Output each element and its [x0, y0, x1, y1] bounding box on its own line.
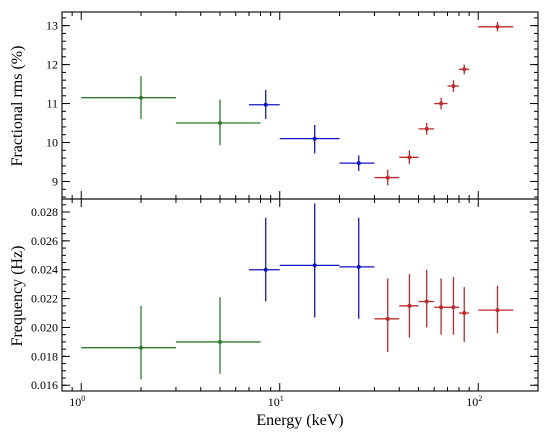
- data-point: [175, 99, 261, 146]
- data-point: [399, 150, 419, 164]
- data-marker: [217, 121, 222, 126]
- data-marker: [451, 305, 456, 310]
- data-marker: [217, 339, 222, 344]
- data-point: [374, 278, 400, 353]
- data-marker: [385, 316, 390, 321]
- y-tick-label: 10: [46, 136, 58, 150]
- y-tick-label: 0.016: [31, 378, 58, 392]
- data-marker: [312, 136, 317, 141]
- data-point: [81, 305, 176, 380]
- data-marker: [138, 345, 143, 350]
- energy-axis-title: Energy (keV): [256, 412, 343, 429]
- data-point: [339, 155, 375, 171]
- y-tick-label: 11: [46, 97, 58, 111]
- data-point: [175, 297, 261, 374]
- data-point: [459, 287, 470, 342]
- y-tick-label: 9: [52, 174, 58, 188]
- data-point: [248, 89, 280, 120]
- data-point: [81, 76, 176, 120]
- data-point: [374, 169, 400, 186]
- y-tick-label: 0.026: [31, 234, 58, 248]
- data-marker: [462, 311, 467, 316]
- data-point: [434, 278, 448, 335]
- data-marker: [385, 175, 390, 180]
- data-point: [418, 269, 435, 328]
- data-marker: [263, 102, 268, 107]
- data-point: [459, 64, 470, 75]
- frequency-axis-title: Frequency (Hz): [9, 246, 26, 347]
- data-point: [434, 97, 448, 110]
- y-tick-label: 0.028: [31, 205, 58, 219]
- data-point: [339, 217, 375, 319]
- data-marker: [424, 299, 429, 304]
- data-point: [478, 285, 514, 334]
- data-point: [418, 123, 435, 135]
- data-marker: [495, 308, 500, 313]
- data-marker: [439, 305, 444, 310]
- y-tick-label: 0.018: [31, 349, 58, 363]
- y-tick-label: 0.024: [31, 263, 58, 277]
- data-marker: [407, 303, 412, 308]
- data-marker: [462, 67, 467, 72]
- data-marker: [439, 101, 444, 106]
- x-tick-label: 100: [69, 394, 85, 409]
- rms-panel-frame: [61, 11, 539, 200]
- frequency-panel: 0.016 0.018 0.020 0.022 0.024 0.026 0.028: [31, 198, 539, 392]
- data-point: [478, 21, 514, 32]
- data-marker: [407, 155, 412, 160]
- rms-axis-title: Fractional rms (%): [9, 46, 26, 167]
- data-marker: [356, 264, 361, 269]
- rms-panel: 9 10 11 12 13: [46, 11, 539, 200]
- y-tick-label: 0.020: [31, 320, 58, 334]
- frequency-panel-frame: [61, 198, 539, 392]
- data-point: [279, 203, 340, 318]
- data-marker: [495, 24, 500, 29]
- data-point: [248, 217, 280, 302]
- data-marker: [263, 267, 268, 272]
- y-tick-label: 0.022: [31, 292, 58, 306]
- data-marker: [312, 263, 317, 268]
- data-point: [399, 274, 419, 338]
- data-marker: [356, 161, 361, 166]
- x-tick-label: 101: [268, 394, 284, 409]
- data-marker: [451, 84, 456, 89]
- y-tick-label: 13: [46, 19, 58, 33]
- data-point: [447, 276, 460, 335]
- data-point: [447, 80, 460, 92]
- x-tick-label: 102: [466, 394, 482, 409]
- data-point: [279, 124, 340, 154]
- data-marker: [424, 126, 429, 131]
- y-tick-label: 12: [46, 58, 58, 72]
- data-marker: [138, 95, 143, 100]
